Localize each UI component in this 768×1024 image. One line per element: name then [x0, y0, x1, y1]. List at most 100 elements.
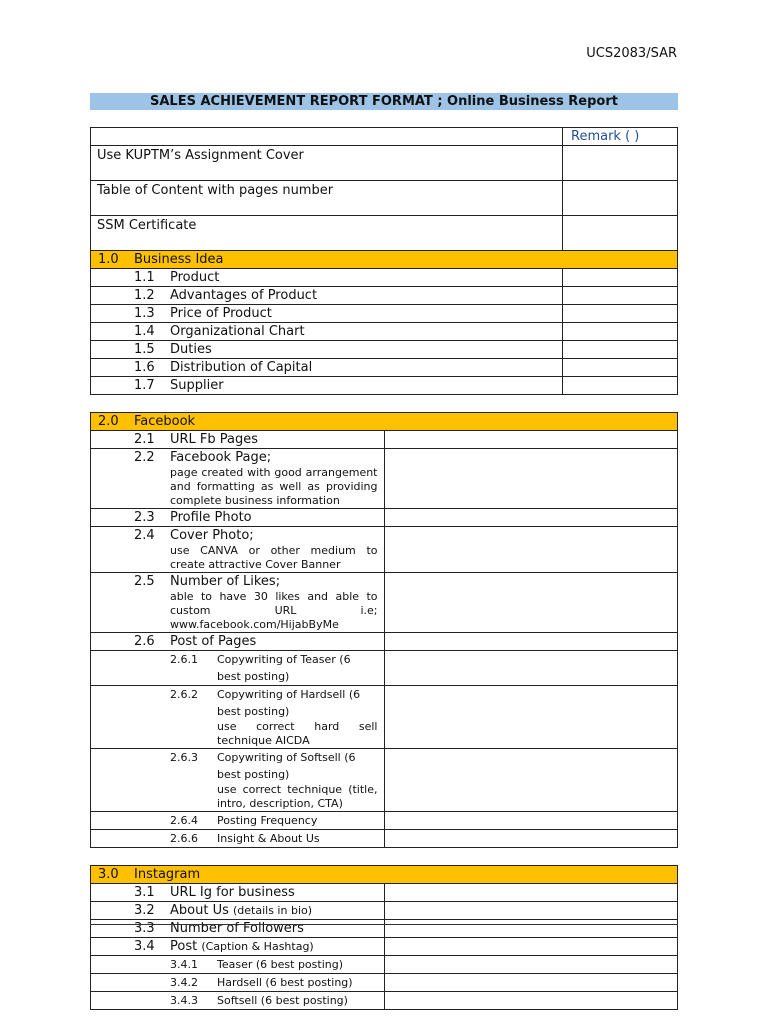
- item: 2.6.6 Insight & About Us: [91, 830, 384, 847]
- item-text: Copywriting of Teaser (6 best posting): [217, 653, 351, 683]
- item: 3.1 URL Ig for business: [91, 884, 384, 901]
- item-line: URL Fb Pages: [170, 431, 378, 448]
- item-text: Instagram: [134, 867, 201, 882]
- item-text: Table of Content with pages number: [97, 183, 334, 198]
- item: 2.1 URL Fb Pages: [91, 431, 384, 448]
- item: 1.4 Organizational Chart: [91, 323, 562, 340]
- item-body: Business Idea: [134, 251, 677, 268]
- item-line: Business Idea: [134, 251, 671, 268]
- item-cell: 3.3 Number of Followers: [90, 919, 385, 938]
- item-body: Organizational Chart: [170, 323, 562, 340]
- remark-cell: [562, 340, 678, 359]
- item-body: Number of Followers: [170, 920, 384, 937]
- row: 2.5 Number of Likes; able to have 30 likes…: [90, 572, 678, 633]
- item-cell: 3.0 Instagram: [90, 865, 678, 884]
- item-cell: 3.4.3 Softsell (6 best posting): [90, 991, 385, 1010]
- item-text: Copywriting of Softsell (6 best posting): [217, 751, 356, 781]
- item: 3.2 About Us (details in bio): [91, 902, 384, 919]
- item-number: 3.3: [134, 921, 155, 936]
- item-cell: 1.2 Advantages of Product: [90, 286, 563, 305]
- item-line: Insight & About Us: [217, 830, 378, 847]
- item-note: use CANVA or other medium to create attr…: [170, 544, 378, 571]
- item-cell: 1.7 Supplier: [90, 376, 563, 395]
- item-cell: 2.2 Facebook Page; page created with good …: [90, 448, 385, 509]
- item-note: use correct technique (title, intro, des…: [217, 783, 378, 810]
- item-line: SSM Certificate: [97, 217, 556, 234]
- row: 2.6.3 Copywriting of Softsell (6 best pos…: [90, 748, 678, 812]
- row: 2.6.1 Copywriting of Teaser (6 best posti…: [90, 650, 678, 686]
- item-line: URL Ig for business: [170, 884, 378, 901]
- item-text: Posting Frequency: [217, 814, 318, 827]
- item-cell: 3.2 About Us (details in bio): [90, 901, 385, 920]
- item: 2.5 Number of Likes; able to have 30 likes…: [91, 573, 384, 632]
- row: 3.1 URL Ig for business: [90, 883, 678, 902]
- row: 3.0 Instagram: [90, 865, 678, 884]
- item-body: Cover Photo; use CANVA or other medium to…: [170, 527, 384, 572]
- item-body: Facebook: [134, 413, 677, 430]
- item-number: 2.6.6: [170, 832, 198, 845]
- item-line: Profile Photo: [170, 509, 378, 526]
- item-body: Duties: [170, 341, 562, 358]
- item: 2.4 Cover Photo; use CANVA or other medium…: [91, 527, 384, 572]
- item-cell: 1.1 Product: [90, 268, 563, 287]
- item: 3.3 Number of Followers: [91, 920, 384, 937]
- row: 1.2 Advantages of Product: [90, 286, 678, 305]
- item-body: Advantages of Product: [170, 287, 562, 304]
- item-number: 2.3: [134, 510, 155, 525]
- item-body: Copywriting of Teaser (6 best posting): [217, 651, 384, 685]
- item-line: Softsell (6 best posting): [217, 992, 378, 1009]
- item-cell: 1.4 Organizational Chart: [90, 322, 563, 341]
- item-text: SSM Certificate: [97, 218, 197, 233]
- item-body: Product: [170, 269, 562, 286]
- item-body: SSM Certificate: [97, 217, 562, 234]
- item-number: 2.0: [98, 414, 119, 429]
- row: 1.7 Supplier: [90, 376, 678, 395]
- item-line: Teaser (6 best posting): [217, 956, 378, 973]
- item-cell: 2.6.4 Posting Frequency: [90, 811, 385, 830]
- item-number: 1.6: [134, 360, 155, 375]
- row: 3.4 Post (Caption & Hashtag): [90, 937, 678, 956]
- row: Table of Content with pages number: [90, 180, 678, 216]
- row: 2.2 Facebook Page; page created with good …: [90, 448, 678, 509]
- tables: Remark ( ) Use KUPTM’s Assignment Cover Ta…: [90, 127, 678, 1024]
- item: 2.6.3 Copywriting of Softsell (6 best pos…: [91, 749, 384, 811]
- item-line: Facebook Page;: [170, 449, 378, 466]
- item-number: 3.1: [134, 885, 155, 900]
- row: 2.6 Post of Pages: [90, 632, 678, 651]
- item: 2.6.2 Copywriting of Hardsell (6 best pos…: [91, 686, 384, 748]
- item-line: Duties: [170, 341, 556, 358]
- item-line: Number of Followers: [170, 920, 378, 937]
- item-body: Facebook Page; page created with good arr…: [170, 449, 384, 508]
- item-line: Copywriting of Teaser (6 best posting): [217, 651, 378, 685]
- item-text: Distribution of Capital: [170, 360, 313, 375]
- row: 2.6.4 Posting Frequency: [90, 811, 678, 830]
- row: 3.4.1 Teaser (6 best posting): [90, 955, 678, 974]
- item-body: Post of Pages: [170, 633, 384, 650]
- remark-cell: [383, 430, 678, 449]
- item: 3.4.2 Hardsell (6 best posting): [91, 974, 384, 991]
- row: 2.3 Profile Photo: [90, 508, 678, 527]
- item-line: Instagram: [134, 866, 671, 883]
- item-detail: (details in bio): [233, 904, 313, 917]
- item: 2.3 Profile Photo: [91, 509, 384, 526]
- item-text: Hardsell (6 best posting): [217, 976, 353, 989]
- item-body: Copywriting of Hardsell (6 best posting)…: [217, 686, 384, 748]
- item-number: 3.2: [134, 903, 155, 918]
- remark-cell: [562, 286, 678, 305]
- item-line: Number of Likes;: [170, 573, 378, 590]
- item-number: 2.2: [134, 450, 155, 465]
- item: 3.4.1 Teaser (6 best posting): [91, 956, 384, 973]
- row: 3.2 About Us (details in bio): [90, 901, 678, 920]
- item-text: URL Fb Pages: [170, 432, 259, 447]
- row: 3.4.2 Hardsell (6 best posting): [90, 973, 678, 992]
- row: 1.0 Business Idea: [90, 250, 678, 269]
- item-text: Supplier: [170, 378, 224, 393]
- item-body: Softsell (6 best posting): [217, 992, 384, 1009]
- item-text: Number of Likes;: [170, 574, 281, 589]
- remark-cell: Remark ( ): [562, 127, 678, 146]
- item: 2.2 Facebook Page; page created with good …: [91, 449, 384, 508]
- item-body: Hardsell (6 best posting): [217, 974, 384, 991]
- remark-cell: [562, 358, 678, 377]
- row: 2.1 URL Fb Pages: [90, 430, 678, 449]
